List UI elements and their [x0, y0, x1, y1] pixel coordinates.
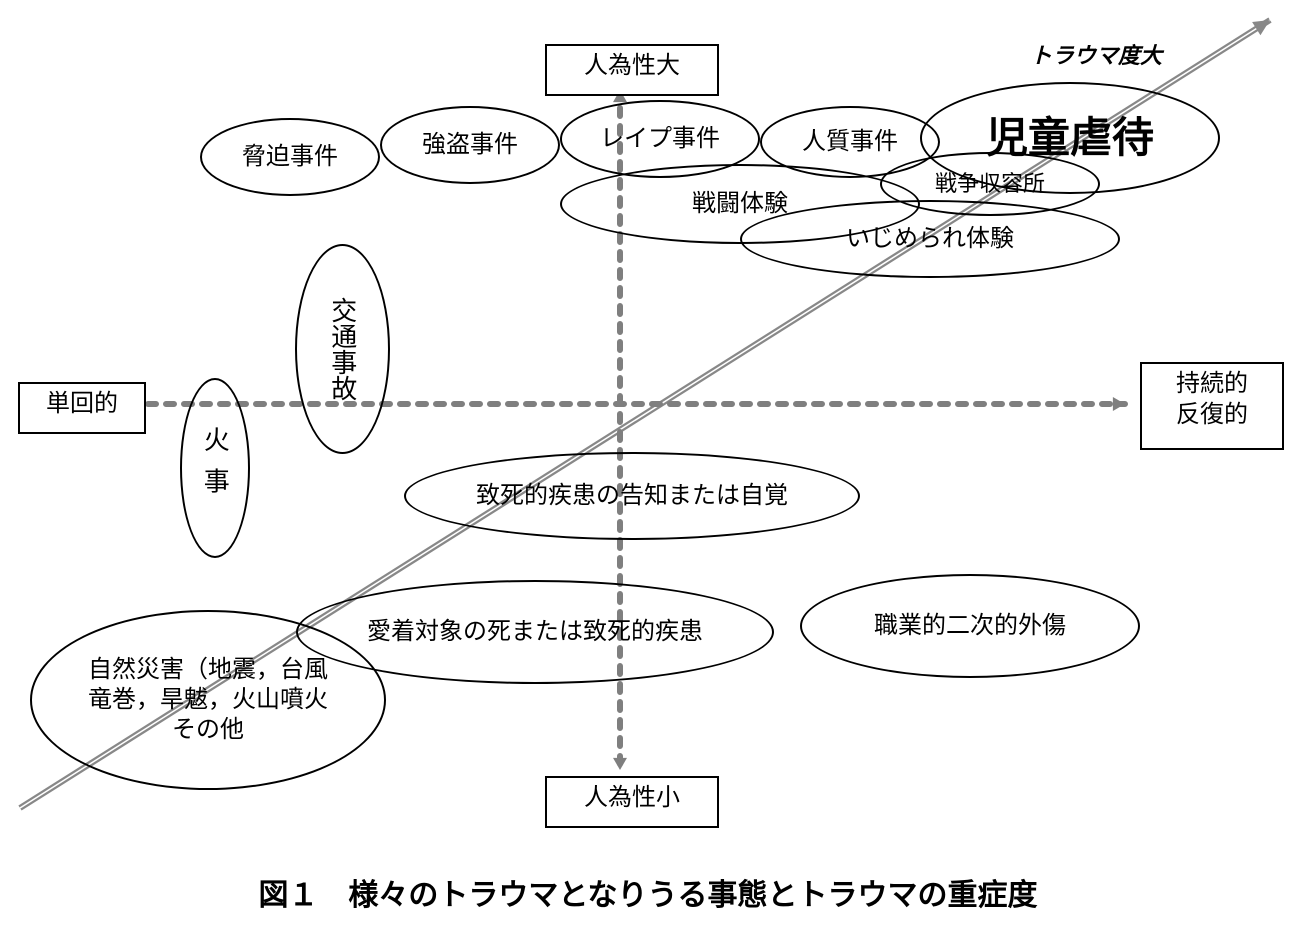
node-robbery: 強盗事件: [380, 106, 560, 184]
node-threat: 脅迫事件: [200, 118, 380, 196]
node-bullying: いじめられ体験: [740, 200, 1120, 278]
node-natural: 自然災害（地震，台風 竜巻，旱魃，火山噴火 その他: [30, 610, 386, 790]
node-occ_secondary: 職業的二次的外傷: [800, 574, 1140, 678]
axis-label-left: 単回的: [18, 382, 146, 434]
figure-caption: 図１ 様々のトラウマとなりうる事態とトラウマの重症度: [0, 870, 1296, 914]
diagram-stage: 人為性大人為性小単回的持続的 反復的トラウマ度大脅迫事件強盗事件レイプ事件人質事…: [0, 0, 1296, 938]
axis-label-right: 持続的 反復的: [1140, 362, 1284, 450]
node-fire: 火事: [180, 378, 250, 558]
axis-label-top: 人為性大: [545, 44, 719, 96]
trauma-degree-label: トラウマ度大: [1030, 38, 1162, 70]
node-traffic: 交通事故: [295, 244, 390, 454]
axis-label-bottom: 人為性小: [545, 776, 719, 828]
node-fatal_notice: 致死的疾患の告知または自覚: [404, 452, 860, 540]
